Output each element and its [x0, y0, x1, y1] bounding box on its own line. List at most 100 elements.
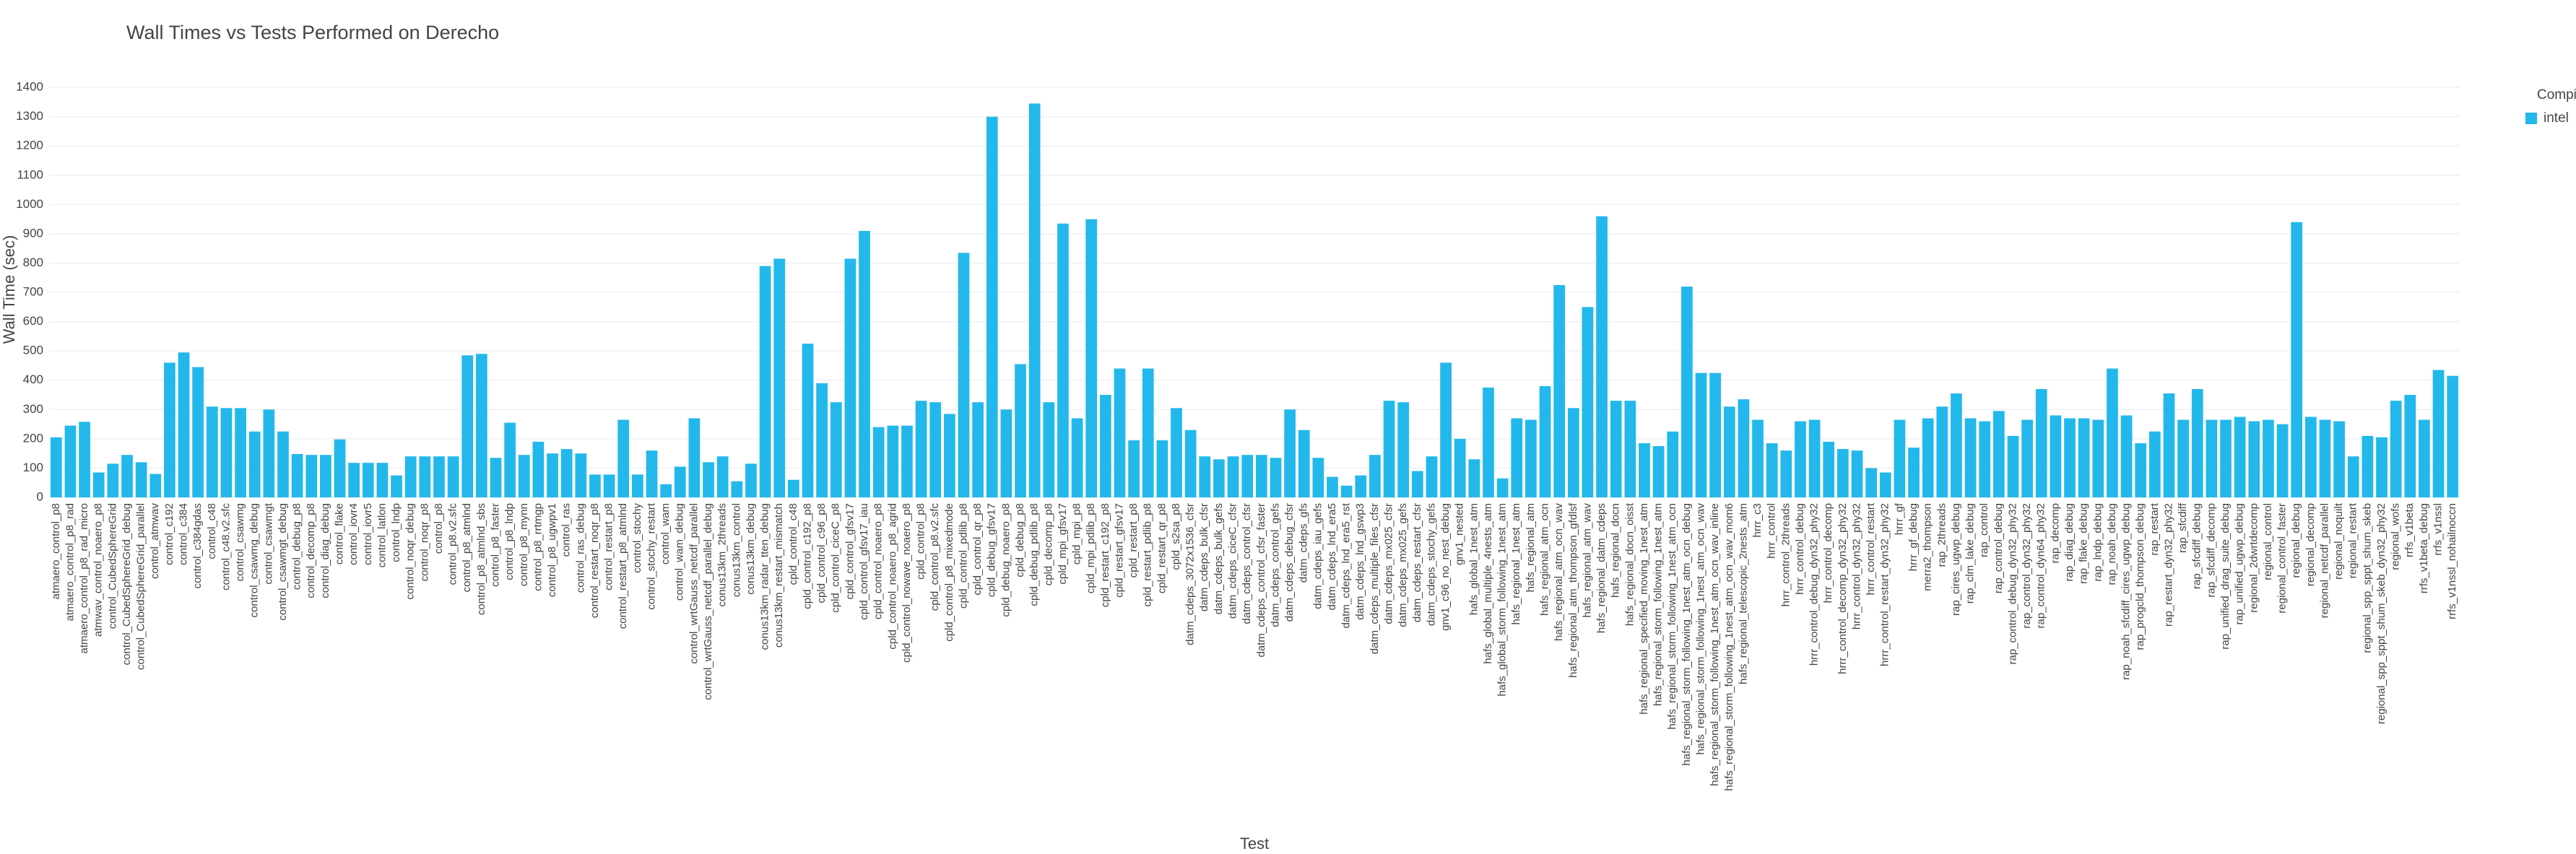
y-tick-label: 600: [23, 314, 43, 328]
x-tick-label: regional_netcdf_parallel: [2318, 503, 2330, 618]
x-tick-label: regional_2dwrtdecomp: [2247, 503, 2260, 613]
x-tick-label: datm_cdeps_multiple_files_cfsr: [1369, 503, 1381, 654]
bar: [2248, 421, 2260, 497]
x-tick-label: rap_2threads: [1935, 503, 1948, 567]
x-tick-label: rap_sfcdiff_debug: [2191, 503, 2203, 589]
bar: [1865, 468, 1877, 497]
bar: [575, 453, 587, 497]
x-tick-label: control_csawmgt_debug: [277, 503, 289, 621]
bar: [1667, 431, 1679, 497]
x-tick-label: rap_noah_sfcdiff_cires_ugwp_debug: [2120, 503, 2133, 680]
bar: [2362, 435, 2374, 497]
x-tick-label: cpld_mpi_pdlib_p8: [1085, 503, 1097, 593]
bar: [986, 116, 998, 498]
bar: [376, 463, 389, 497]
x-tick-label: control_latlon: [376, 503, 388, 567]
bar: [2206, 419, 2218, 497]
bar: [1723, 406, 1735, 497]
bar: [1298, 430, 1310, 497]
x-tick-label: cpld_control_noaero_p8: [872, 503, 885, 619]
x-tick-label: atmwav_control_noaero_p8: [92, 503, 105, 637]
bar: [603, 474, 615, 497]
bar: [1426, 456, 1438, 497]
bar: [404, 456, 417, 497]
x-tick-label: control_ras: [560, 503, 573, 557]
bar: [1539, 385, 1551, 497]
x-tick-label: rap_restart: [2148, 502, 2161, 555]
bar: [2007, 435, 2019, 497]
bar: [901, 425, 913, 497]
bar: [1879, 472, 1891, 497]
bar: [1525, 419, 1537, 497]
x-tick-label: hrrr_gf: [1893, 502, 1905, 535]
x-tick-label: cpld_control_p8: [915, 503, 927, 580]
x-tick-label: control_atmwav: [149, 503, 161, 580]
x-tick-label: cpld_control_pdlib_p8: [957, 503, 969, 609]
y-tick-label: 200: [23, 431, 43, 445]
x-tick-label: cpld_debug_gfsv17: [986, 503, 998, 597]
bar: [2191, 388, 2203, 497]
x-tick-label: cpld_s2sa_p8: [1170, 503, 1182, 570]
bar: [1340, 485, 1353, 497]
bar: [2304, 417, 2317, 497]
x-tick-label: hafs_regional_storm_following_1nest_atm_…: [1694, 503, 1707, 755]
bar: [121, 455, 133, 497]
bar: [320, 455, 331, 497]
bar: [773, 258, 786, 497]
x-tick-label: datm_cdeps_lnd_era5_rst: [1340, 502, 1353, 628]
bar: [2447, 375, 2459, 497]
x-tick-label: control_p8_ugwpv1: [546, 503, 558, 597]
bar: [2078, 418, 2090, 497]
x-tick-label: cpld_control_c96_p8: [815, 503, 828, 603]
y-tick-label: 1400: [16, 80, 43, 94]
x-tick-label: datm_cdeps_restart_cfsr: [1411, 503, 1423, 622]
bar: [2107, 368, 2118, 497]
bar: [1837, 449, 1849, 497]
bar: [1709, 372, 1722, 497]
x-tick-label: hafs_regional_storm_following_1nest_atm_…: [1666, 503, 1678, 730]
x-tick-label: control_p8_faster: [489, 503, 501, 587]
x-tick-label: datm_cdeps_control_cfsr_faster: [1255, 503, 1267, 657]
bar: [178, 352, 190, 497]
bar: [235, 408, 246, 497]
x-tick-label: rap_sfcdiff: [2177, 502, 2189, 553]
x-tick-label: control_c48: [206, 503, 218, 559]
bar: [1015, 364, 1026, 497]
x-tick-label: control_c384gdas: [191, 503, 204, 588]
y-axis-title: Wall Time (sec): [0, 235, 18, 344]
x-tick-label: cpld_control_noaero_p8_agrid: [886, 503, 898, 650]
x-tick-label: control_p8: [433, 503, 445, 554]
bar: [1780, 450, 1792, 497]
bar: [2064, 418, 2076, 497]
bar: [1355, 475, 1367, 497]
x-tick-label: control_p8_rrtmgp: [532, 503, 544, 591]
bar: [1795, 421, 1806, 497]
legend-title: Compiler: [2537, 87, 2576, 103]
x-tick-label: hrrr_control_debug_dyn32_phy32: [1808, 503, 1821, 666]
bar: [2220, 419, 2232, 497]
x-tick-label: hafs_regional_atm_wav: [1581, 503, 1593, 618]
bar: [1397, 402, 1410, 497]
bar: [1085, 219, 1098, 497]
bar: [1979, 421, 1991, 497]
x-tick-label: control_restart_p8: [603, 503, 615, 591]
x-tick-label: control_CubedSphereGrid: [106, 503, 118, 629]
bar: [887, 425, 899, 497]
x-tick-label: hafs_regional_telescopic_2nests_atm: [1737, 503, 1749, 684]
x-tick-label: hrrr_control_restart_dyn32_phy32: [1879, 503, 1891, 666]
bar: [1652, 446, 1665, 497]
x-tick-label: rap_control_debug_dyn32_phy32: [2006, 503, 2018, 665]
y-tick-label: 800: [23, 256, 43, 269]
x-tick-label: cpld_control_ciceC_p8: [830, 503, 842, 613]
x-tick-label: conus13km_debug: [745, 503, 757, 595]
bar: [1738, 399, 1750, 497]
x-tick-label: control_wam_debug: [674, 503, 686, 601]
x-tick-label: conus13km_radar_tten_debug: [759, 503, 771, 650]
x-tick-label: cpld_control_gfsv17_iau: [858, 503, 870, 620]
bar: [1454, 438, 1466, 497]
bar: [716, 456, 729, 497]
x-tick-label: rap_restart_dyn32_phy32: [2162, 503, 2174, 627]
bar: [1255, 455, 1267, 497]
bar: [1199, 456, 1211, 497]
